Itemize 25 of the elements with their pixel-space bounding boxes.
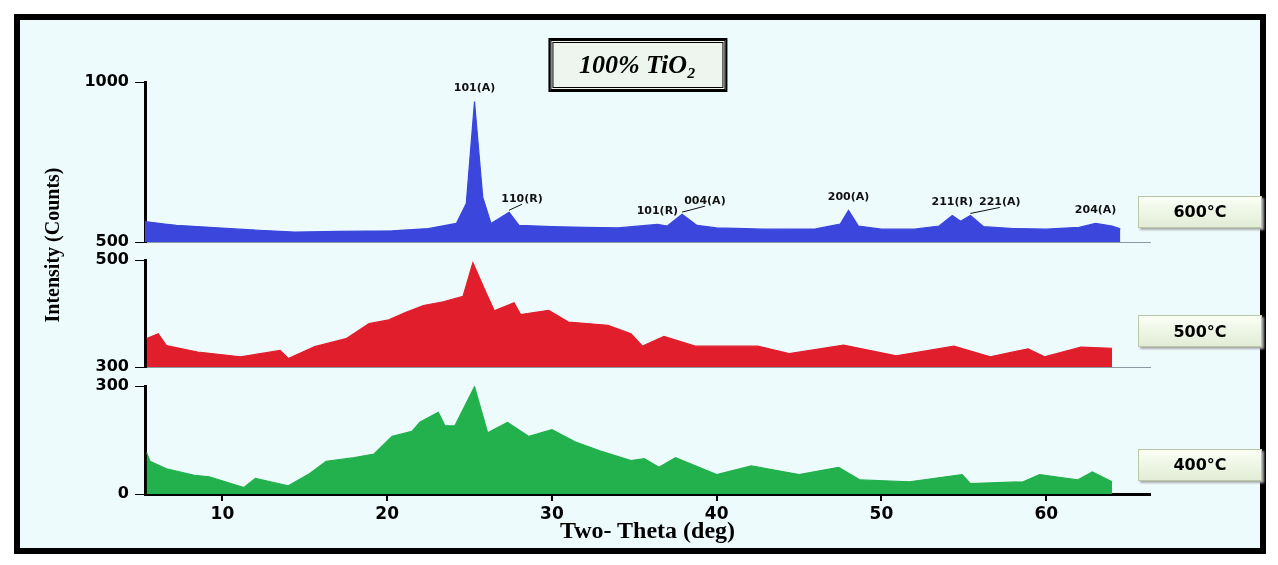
x-tick-label: 40 bbox=[704, 502, 729, 523]
x-tick-label: 60 bbox=[1034, 502, 1059, 523]
y-axis-title: Intensity (Counts) bbox=[40, 167, 64, 323]
annotation: 221(A) bbox=[979, 194, 1021, 208]
y-tick-label: 0 bbox=[117, 483, 129, 503]
y-tick-label: 300 bbox=[95, 375, 129, 395]
annotation: 101(R) bbox=[636, 203, 679, 217]
y-tick-label: 300 bbox=[95, 356, 129, 376]
tag-box: 600°C bbox=[1138, 195, 1262, 228]
y-tick-label: 1000 bbox=[84, 71, 129, 91]
x-tick-label: 20 bbox=[375, 502, 400, 523]
annotation: 211(R) bbox=[931, 194, 974, 208]
tag-box: 400°C bbox=[1138, 448, 1262, 481]
annotation: 200(A) bbox=[827, 189, 870, 203]
tag-box: 500°C bbox=[1138, 315, 1262, 348]
annotation: 110(R) bbox=[501, 191, 543, 205]
x-tick-label: 10 bbox=[210, 502, 235, 523]
x-tick-label: 50 bbox=[869, 502, 894, 523]
annotation: 101(A) bbox=[453, 80, 496, 94]
y-tick-label: 500 bbox=[95, 231, 129, 251]
x-tick-label: 30 bbox=[540, 502, 564, 523]
annotation: 004(A) bbox=[684, 193, 726, 207]
y-tick-label: 500 bbox=[95, 249, 129, 269]
annotation: 204(A) bbox=[1074, 202, 1117, 216]
chart-title: 100% TiO₂ bbox=[549, 40, 726, 90]
